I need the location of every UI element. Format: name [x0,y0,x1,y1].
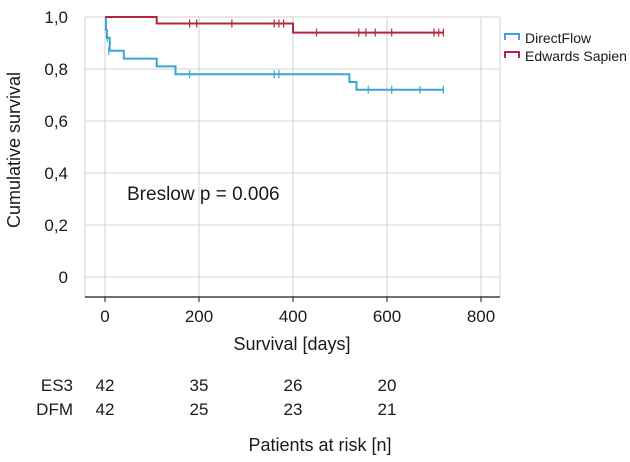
legend-swatch [504,51,520,58]
y-tick-label: 0,4 [44,164,68,183]
at-risk-row-label: ES3 [41,376,73,395]
legend-label: Edwards Sapien [525,48,627,64]
at-risk-row-label: DFM [36,400,73,419]
x-tick-label: 0 [100,307,109,326]
legend-swatch [504,33,520,40]
x-axis-title: Survival [days] [233,334,350,354]
x-tick-label: 400 [279,307,307,326]
y-tick-label: 0,8 [44,60,68,79]
y-tick-label: 0,2 [44,216,68,235]
y-tick-label: 1,0 [44,8,68,27]
at-risk-title: Patients at risk [n] [248,435,391,455]
legend-label: DirectFlow [525,30,592,46]
breslow-annotation: Breslow p = 0.006 [127,184,280,205]
axes [85,296,500,302]
at-risk-table: ES3 42 35 26 20 DFM 42 25 23 21 [36,376,396,419]
x-tick-label: 600 [373,307,401,326]
at-risk-value: 35 [190,376,209,395]
x-tick-label: 200 [185,307,213,326]
at-risk-value: 20 [378,376,397,395]
legend: DirectFlow Edwards Sapien [504,30,627,64]
at-risk-value: 21 [378,400,397,419]
series-line-0 [104,16,444,91]
y-tick-label: 0,6 [44,112,68,131]
y-tick-labels: 0 0,2 0,4 0,6 0,8 1,0 [44,8,68,287]
at-risk-value: 23 [284,400,303,419]
x-tick-labels: 0 200 400 600 800 [100,307,495,326]
survival-curves [104,16,444,94]
series-line-1 [105,16,444,34]
x-tick-label: 800 [467,307,495,326]
at-risk-value: 42 [96,376,115,395]
y-axis-title: Cumulative survival [4,72,24,228]
at-risk-value: 26 [284,376,303,395]
y-tick-label: 0 [59,268,68,287]
at-risk-value: 42 [96,400,115,419]
at-risk-value: 25 [190,400,209,419]
